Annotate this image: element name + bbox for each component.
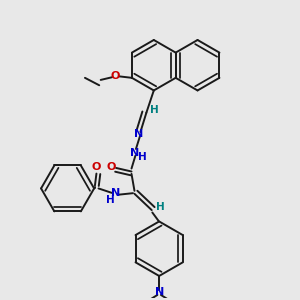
Text: H: H: [156, 202, 164, 212]
Text: O: O: [92, 162, 101, 172]
Text: O: O: [111, 71, 120, 81]
Text: H: H: [138, 152, 147, 162]
Text: H: H: [150, 105, 159, 115]
Text: N: N: [130, 148, 140, 158]
Text: N: N: [154, 287, 164, 297]
Text: N: N: [134, 129, 144, 140]
Text: O: O: [107, 162, 116, 172]
Text: H: H: [106, 195, 115, 205]
Text: N: N: [110, 188, 120, 199]
